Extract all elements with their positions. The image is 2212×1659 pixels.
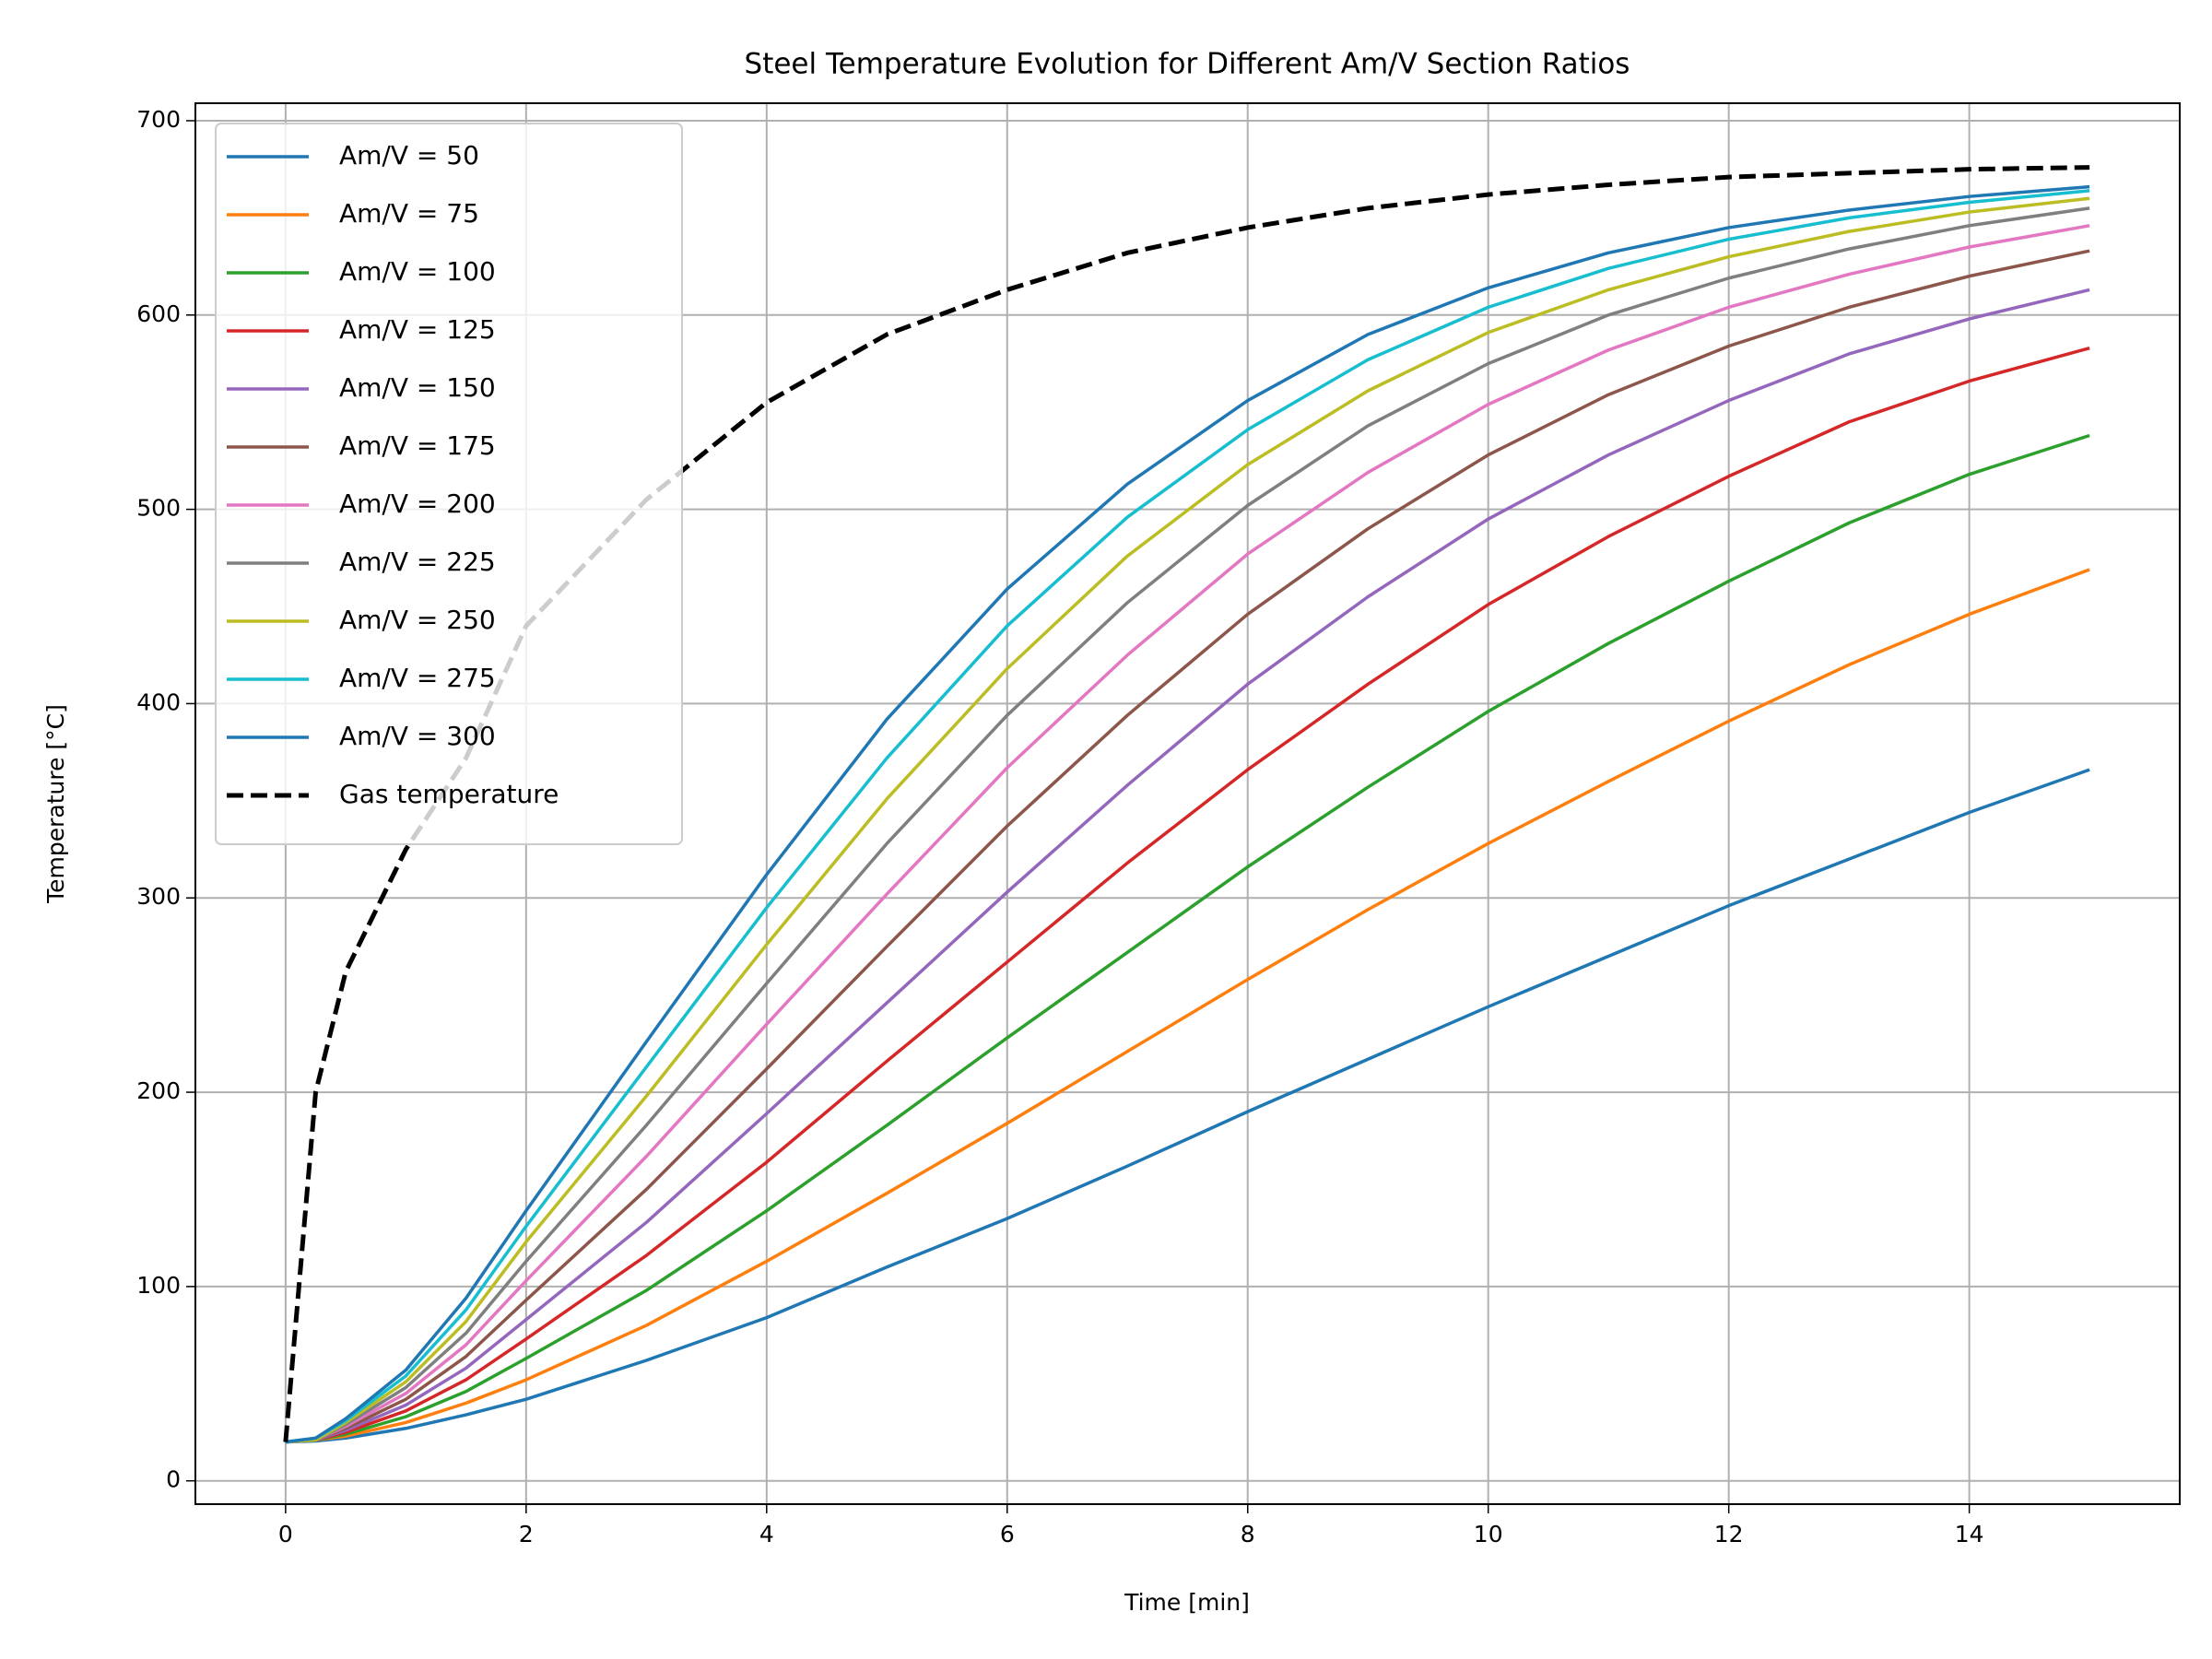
x-tick-label: 10 (1474, 1521, 1503, 1547)
chart-title: Steel Temperature Evolution for Differen… (745, 48, 1630, 81)
series-line (285, 346, 2090, 1444)
series-line (285, 568, 2090, 1444)
y-tick-label: 600 (136, 300, 181, 327)
series-line (285, 184, 2090, 1444)
series-line (285, 189, 2090, 1444)
legend-label: Am/V = 200 (339, 488, 496, 519)
x-tick-label: 8 (1241, 1521, 1255, 1547)
y-tick-label: 300 (136, 883, 181, 910)
series-line (285, 288, 2090, 1444)
legend-label: Am/V = 75 (339, 198, 479, 229)
legend-label: Am/V = 125 (339, 314, 496, 345)
x-tick-label: 2 (519, 1521, 534, 1547)
legend-box (215, 123, 683, 845)
x-tick-label: 14 (1955, 1521, 1984, 1547)
series-line (285, 433, 2090, 1444)
legend-label: Am/V = 50 (339, 140, 479, 171)
plot-frame (194, 102, 2181, 1505)
y-tick-label: 0 (166, 1466, 181, 1493)
series-line (283, 165, 2090, 1442)
x-tick-label: 12 (1714, 1521, 1744, 1547)
legend-label: Am/V = 275 (339, 663, 496, 693)
series-line (285, 249, 2090, 1444)
y-axis-label: Temperature [°C] (42, 704, 69, 904)
y-tick-label: 400 (136, 688, 181, 715)
x-tick-label: 6 (1000, 1521, 1015, 1547)
legend-label: Am/V = 175 (339, 430, 496, 461)
legend-label: Gas temperature (339, 779, 559, 809)
legend-label: Am/V = 225 (339, 547, 496, 577)
x-tick-label: 4 (759, 1521, 774, 1547)
y-tick-label: 200 (136, 1077, 181, 1104)
legend-label: Am/V = 250 (339, 605, 496, 635)
x-axis-label: Time [min] (1124, 1589, 1250, 1616)
series-line (285, 196, 2090, 1444)
legend-label: Am/V = 100 (339, 256, 496, 287)
legend: Am/V = 50 Am/V = 75 Am/V = 100 Am/V = 125 Am… (215, 123, 683, 845)
series-line (285, 224, 2090, 1444)
legend-label: Am/V = 300 (339, 721, 496, 751)
y-tick-label: 100 (136, 1272, 181, 1299)
legend-label: Am/V = 150 (339, 372, 496, 403)
series-line (285, 768, 2090, 1444)
x-tick-label: 0 (278, 1521, 293, 1547)
series-line (285, 206, 2090, 1444)
y-tick-label: 500 (136, 495, 181, 522)
y-tick-label: 700 (136, 106, 181, 133)
